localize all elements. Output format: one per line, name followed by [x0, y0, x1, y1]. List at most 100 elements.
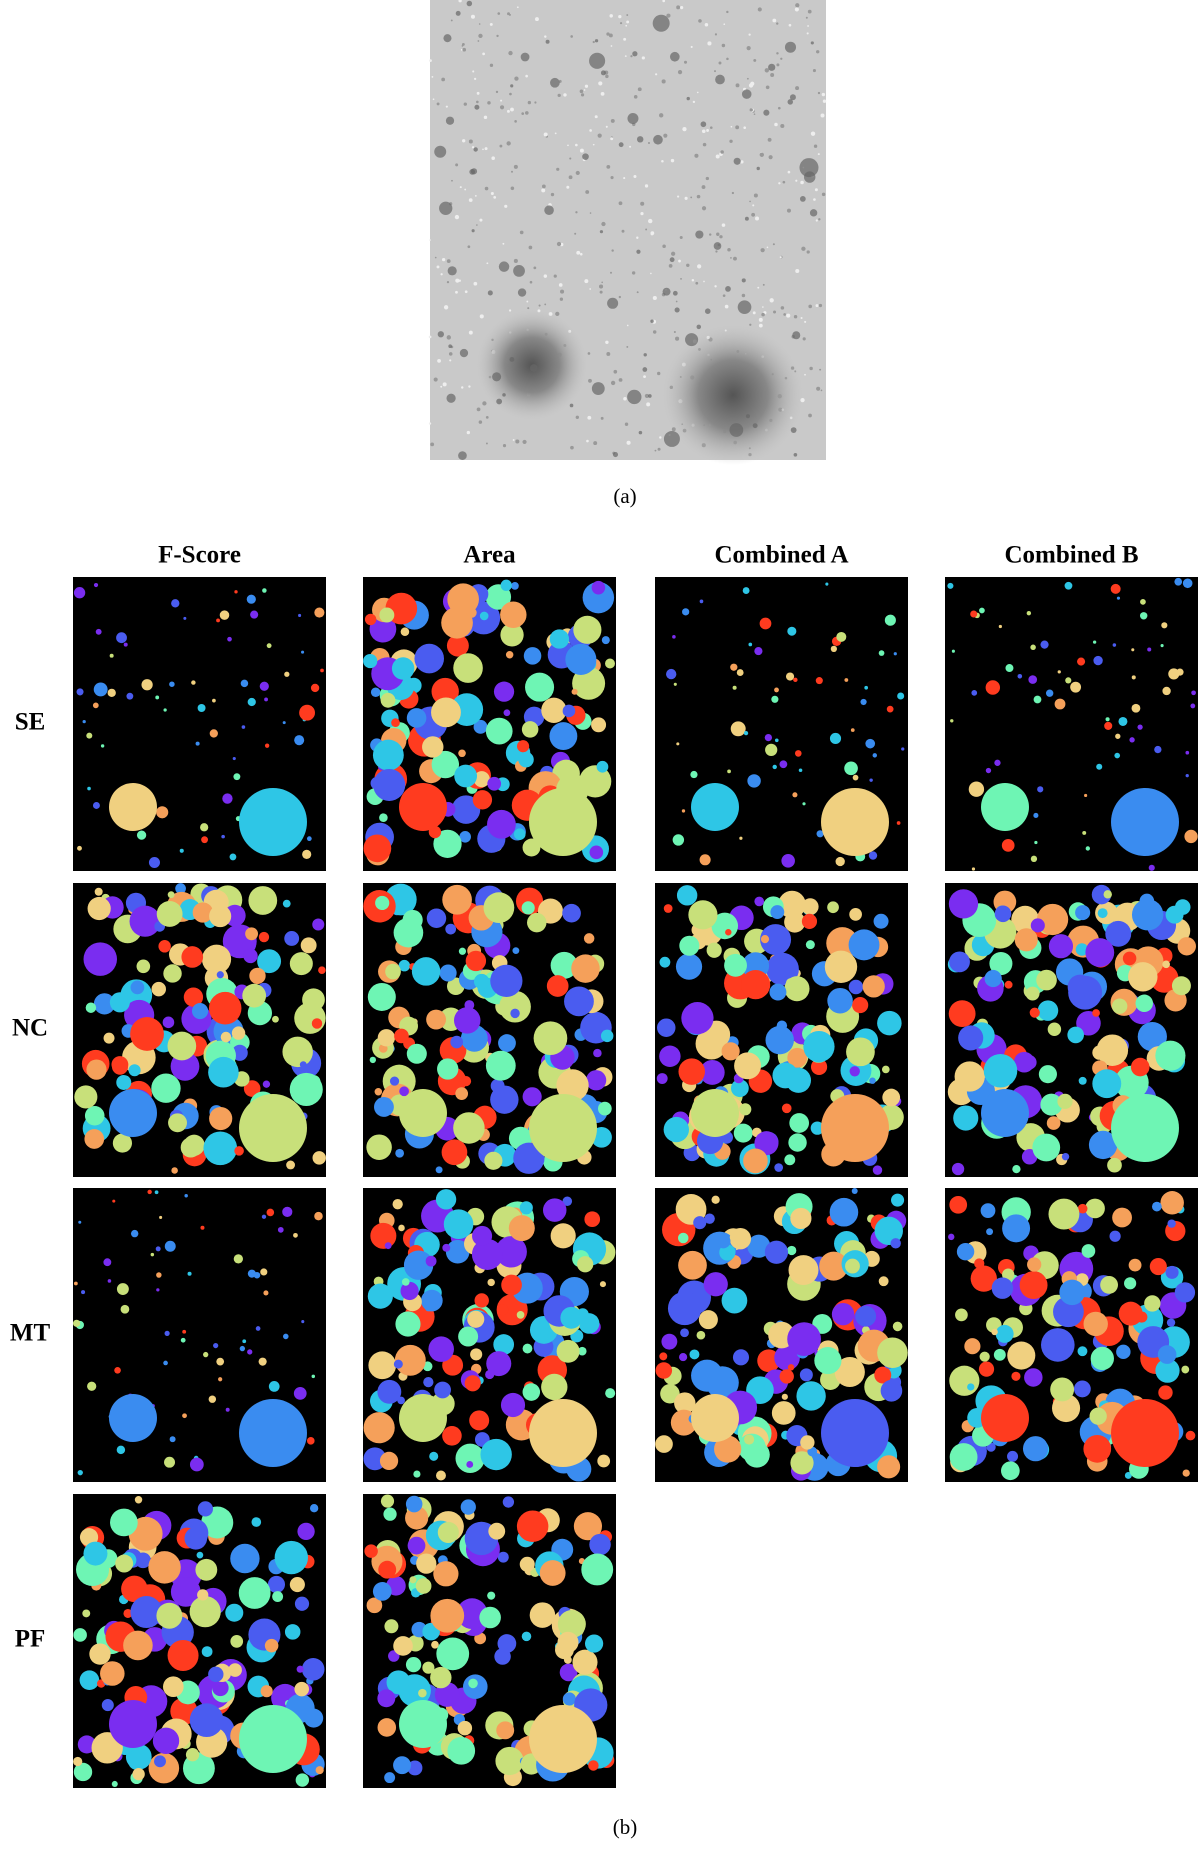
noise: [795, 86, 800, 91]
segment: [1128, 1258, 1142, 1272]
noise: [662, 244, 666, 249]
segment: [1083, 1311, 1108, 1337]
noise: [584, 84, 589, 88]
noise: [715, 154, 720, 159]
noise: [611, 249, 614, 252]
segment: [979, 1351, 990, 1362]
segment: [529, 1705, 597, 1773]
noise: [774, 122, 778, 127]
segment: [302, 988, 325, 1012]
segment: [1091, 884, 1112, 905]
segment: [572, 666, 606, 700]
source: [804, 171, 816, 183]
segment: [268, 1381, 280, 1392]
noise: [610, 380, 616, 386]
halo: [663, 325, 803, 465]
noise: [703, 280, 705, 283]
source: [509, 357, 515, 362]
segment: [1030, 644, 1036, 651]
noise: [679, 235, 683, 239]
source: [487, 290, 493, 296]
segment: [286, 1160, 296, 1170]
noise: [795, 3, 800, 8]
segment: [274, 1540, 308, 1575]
noise: [696, 194, 701, 199]
segment: [573, 615, 602, 644]
source: [455, 10, 461, 16]
noise: [476, 91, 480, 95]
segment: [123, 1608, 133, 1618]
noise: [445, 105, 448, 108]
noise: [779, 256, 782, 259]
segment: [971, 867, 976, 871]
segment: [760, 924, 792, 956]
source: [618, 142, 624, 148]
segment: [83, 942, 117, 976]
noise: [707, 41, 712, 46]
noise: [600, 416, 604, 420]
noise: [589, 288, 592, 290]
noise: [541, 184, 546, 189]
segment: [123, 1630, 153, 1661]
noise: [764, 68, 770, 73]
segment: [600, 1029, 614, 1043]
noise: [657, 371, 661, 376]
segment: [784, 911, 806, 933]
segment: [805, 940, 815, 950]
segment: [472, 1225, 493, 1246]
source: [459, 348, 469, 358]
noise: [610, 271, 613, 274]
segment: [562, 704, 576, 718]
segment: [533, 1021, 568, 1056]
noise: [594, 115, 598, 119]
noise: [599, 290, 603, 294]
segment: [884, 614, 896, 626]
noise: [675, 300, 678, 303]
noise: [812, 69, 816, 73]
segment: [846, 1037, 875, 1067]
segment: [201, 836, 208, 844]
segment: [460, 1499, 476, 1515]
segment: [156, 1602, 183, 1629]
noise: [813, 198, 816, 201]
segment: [1034, 840, 1038, 845]
segment: [284, 931, 300, 946]
segment: [733, 1123, 753, 1143]
segment: [1185, 750, 1190, 755]
segment: [1084, 793, 1088, 798]
segment: [169, 1436, 176, 1443]
segment: [781, 1393, 788, 1400]
noise: [464, 188, 467, 191]
segment: [1112, 1207, 1132, 1228]
noise: [718, 61, 722, 65]
noise: [787, 170, 791, 174]
segment: [445, 1239, 470, 1264]
segment: [711, 1195, 720, 1204]
segment: [200, 823, 209, 832]
segment: [719, 1244, 736, 1261]
segment: [816, 830, 824, 838]
segment: [136, 959, 151, 974]
segment: [1005, 664, 1014, 673]
segment: [948, 1233, 955, 1241]
segment: [189, 1596, 221, 1628]
noise: [519, 230, 524, 235]
segment: [766, 952, 799, 986]
segment: [426, 908, 447, 929]
segment: [1097, 908, 1108, 919]
segment: [363, 1412, 395, 1444]
segment: [493, 681, 515, 702]
segment: [754, 647, 763, 656]
segment: [596, 760, 609, 773]
segment: [93, 582, 99, 588]
source: [809, 209, 818, 217]
segment: [660, 1383, 680, 1404]
segment: [468, 1678, 478, 1689]
segment: [120, 1304, 130, 1314]
segment: [1000, 1461, 1020, 1481]
segment: [245, 927, 259, 941]
segment: [300, 937, 317, 954]
noise: [587, 352, 591, 355]
segment: [433, 829, 462, 859]
segment: [249, 967, 266, 985]
